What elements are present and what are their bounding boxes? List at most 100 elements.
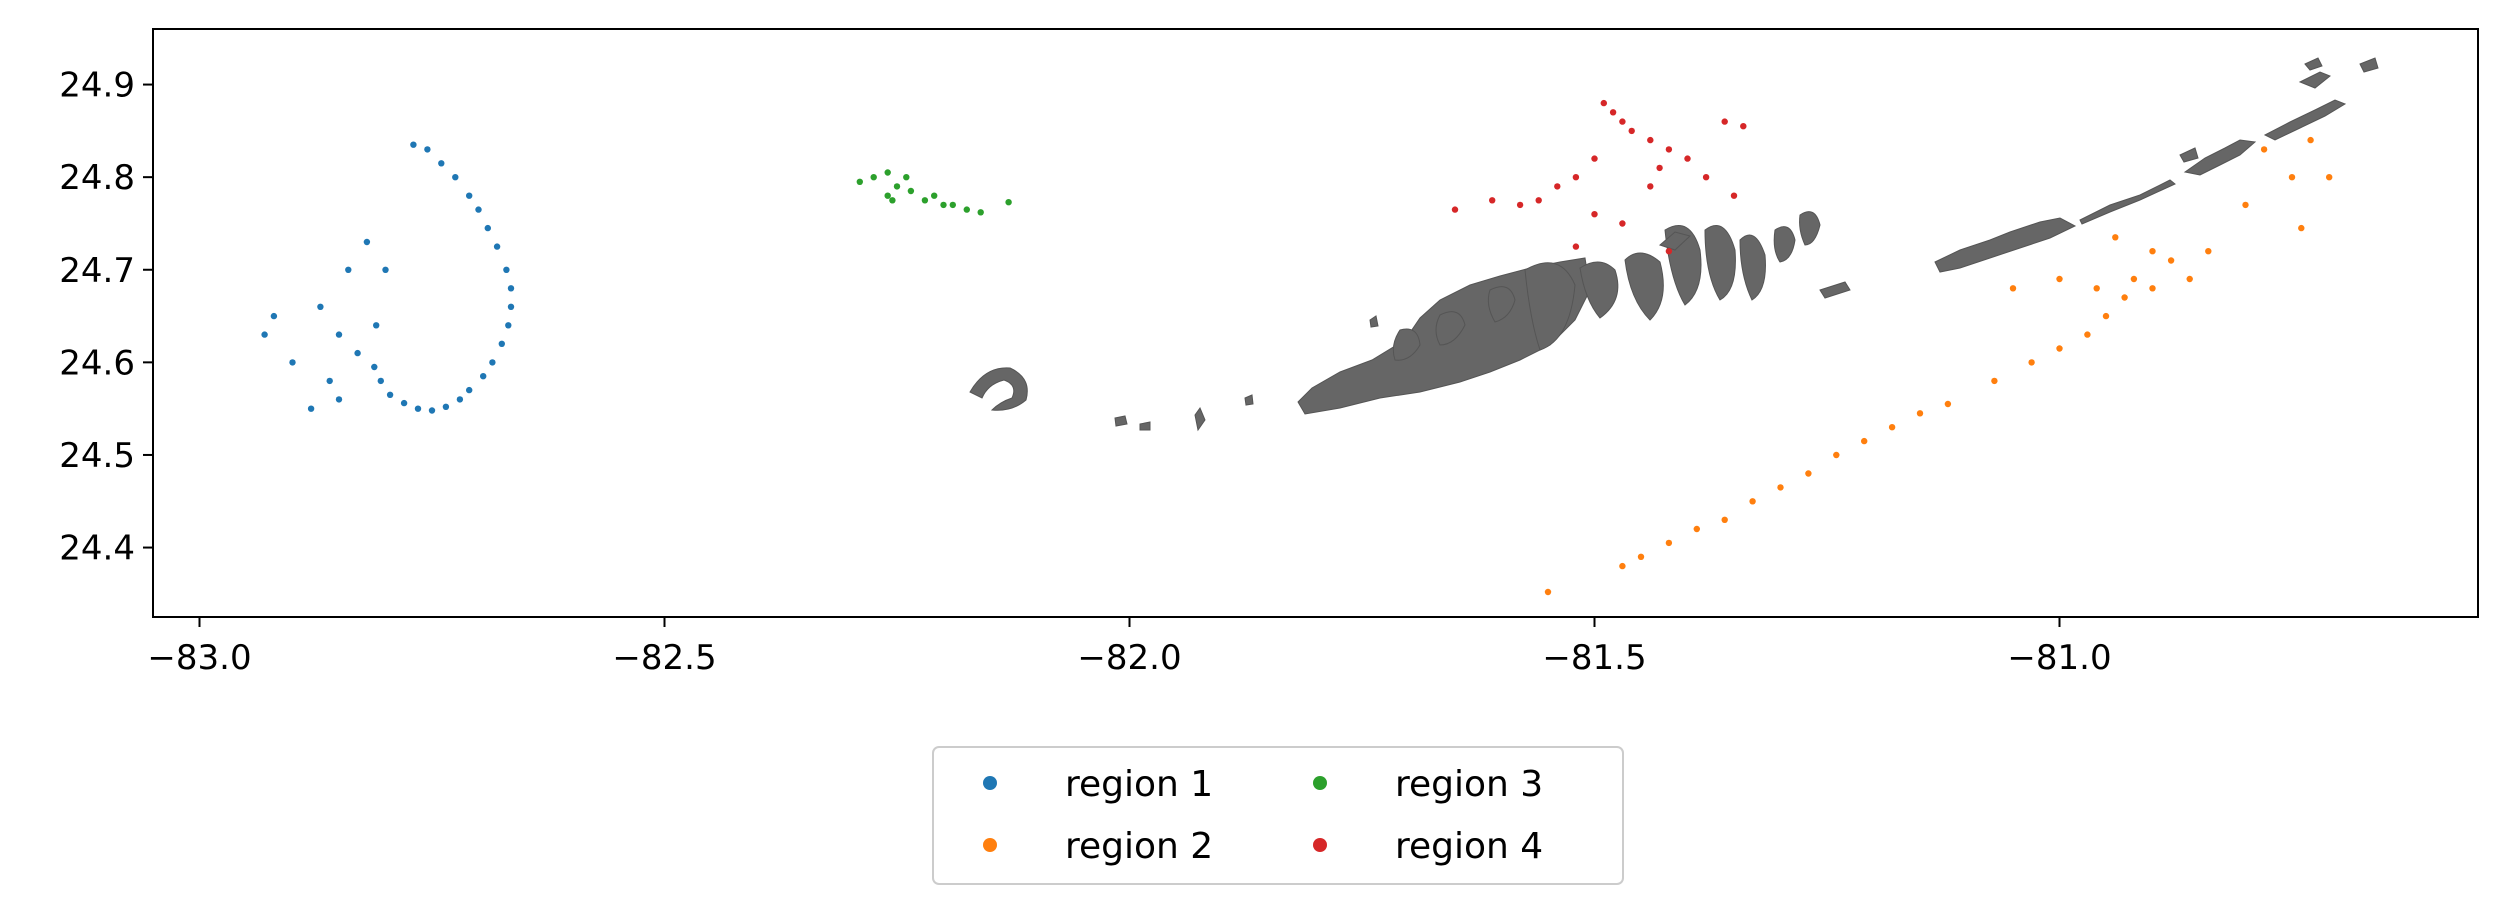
- point-series-2-13: [1944, 400, 1952, 408]
- land-key-k: [1799, 211, 1821, 246]
- point-series-4-15: [1516, 201, 1524, 209]
- point-series-1-25: [335, 331, 343, 338]
- point-series-2-3: [1665, 539, 1673, 547]
- point-series-1-2: [438, 160, 445, 167]
- x-tick-label-0: −83.0: [147, 638, 251, 678]
- point-series-2-12: [1916, 410, 1924, 417]
- point-series-2-35: [2242, 201, 2249, 209]
- point-series-2-17: [2084, 331, 2091, 338]
- land-key-e: [1704, 225, 1736, 301]
- point-series-1-15: [466, 386, 473, 394]
- point-series-3-5: [907, 187, 915, 195]
- land-masses: [969, 57, 2379, 432]
- land-upper-keys: [2183, 139, 2257, 176]
- series-2: [1544, 136, 2333, 596]
- point-series-2-8: [1805, 470, 1812, 477]
- point-series-1-19: [414, 405, 422, 412]
- point-series-4-14: [1535, 197, 1542, 204]
- point-series-1-27: [345, 266, 352, 273]
- point-series-4-21: [1656, 164, 1663, 172]
- y-tick-label-3: 24.7: [59, 251, 135, 291]
- legend-label-3: region 3: [1395, 764, 1543, 805]
- land-upper-keys-3: [2298, 71, 2331, 89]
- series-1: [261, 141, 515, 414]
- point-series-4-7: [1702, 174, 1710, 181]
- point-series-1-29: [382, 266, 389, 273]
- point-series-4-10: [1730, 192, 1738, 199]
- land-key-b: [1579, 261, 1619, 319]
- point-series-2-0: [1544, 588, 1552, 596]
- point-series-2-22: [2167, 257, 2175, 264]
- legend-label-4: region 4: [1395, 826, 1543, 867]
- point-series-2-14: [1991, 377, 1998, 385]
- point-series-1-4: [466, 192, 473, 199]
- point-series-1-33: [261, 331, 268, 338]
- point-series-2-16: [2056, 345, 2063, 352]
- point-series-2-28: [2009, 285, 2017, 292]
- point-series-4-18: [1591, 211, 1598, 218]
- point-series-2-31: [2288, 174, 2296, 181]
- series-3: [856, 169, 1012, 216]
- land-key-h: [1435, 311, 1466, 346]
- point-series-1-7: [493, 243, 501, 250]
- point-series-4-12: [1572, 174, 1580, 181]
- point-series-4-0: [1600, 99, 1608, 107]
- land-key-f: [1739, 234, 1766, 301]
- point-series-2-4: [1693, 525, 1701, 533]
- point-series-4-16: [1489, 197, 1496, 204]
- point-series-4-17: [1451, 206, 1459, 213]
- point-series-1-8: [503, 266, 510, 273]
- point-series-1-10: [507, 303, 515, 310]
- point-series-2-11: [1888, 424, 1896, 431]
- land-islet-5: [1369, 315, 1379, 328]
- x-tick-label-4: −81.0: [2007, 638, 2111, 678]
- point-series-2-23: [2186, 275, 2193, 283]
- point-series-2-33: [2326, 174, 2333, 181]
- point-series-4-19: [1619, 220, 1626, 227]
- y-tick-label-4: 24.8: [59, 158, 135, 198]
- point-series-2-20: [2130, 275, 2138, 283]
- y-tick-label-1: 24.5: [59, 436, 135, 476]
- point-series-1-22: [377, 377, 384, 385]
- point-series-4-20: [1647, 183, 1654, 190]
- point-series-1-31: [326, 377, 333, 385]
- legend-marker-4: [1313, 838, 1327, 852]
- point-series-2-30: [2260, 146, 2268, 153]
- land-key-g: [1487, 286, 1516, 323]
- legend: region 1 region 2 region 3 region 4: [932, 746, 1624, 885]
- land-marquesas: [969, 367, 1028, 411]
- point-series-1-32: [289, 359, 296, 366]
- land-key-j: [1773, 226, 1796, 263]
- x-tick-label-1: −82.5: [612, 638, 716, 678]
- point-series-2-34: [2298, 224, 2305, 232]
- point-series-3-9: [949, 201, 956, 209]
- point-series-3-1: [870, 174, 877, 181]
- point-series-1-21: [386, 391, 394, 398]
- point-series-4-2: [1619, 118, 1626, 125]
- y-tick-label-5: 24.9: [59, 66, 135, 106]
- land-upper-keys-6: [2179, 147, 2199, 163]
- legend-label-1: region 1: [1065, 764, 1213, 805]
- legend-label-2: region 2: [1065, 826, 1213, 867]
- land-key-i: [1392, 328, 1421, 361]
- point-series-3-3: [893, 183, 901, 190]
- land-upper-keys-5: [2359, 57, 2379, 73]
- point-series-2-6: [1749, 498, 1756, 505]
- point-series-1-5: [475, 206, 482, 213]
- point-series-3-14: [889, 197, 896, 204]
- legend-frame: [932, 746, 1624, 885]
- legend-marker-2: [983, 838, 997, 852]
- axes-frame: [152, 28, 2479, 618]
- point-series-2-7: [1777, 484, 1784, 491]
- point-series-3-13: [884, 192, 891, 199]
- point-series-4-22: [1572, 243, 1580, 250]
- point-series-1-9: [507, 285, 515, 292]
- point-series-1-13: [489, 359, 496, 366]
- point-series-1-20: [400, 399, 408, 407]
- scatter-points: [261, 99, 2333, 596]
- land-islet-4: [1244, 394, 1254, 406]
- point-series-3-6: [921, 197, 929, 204]
- point-series-1-26: [317, 303, 324, 310]
- point-series-1-24: [354, 349, 361, 357]
- point-series-1-36: [335, 396, 343, 403]
